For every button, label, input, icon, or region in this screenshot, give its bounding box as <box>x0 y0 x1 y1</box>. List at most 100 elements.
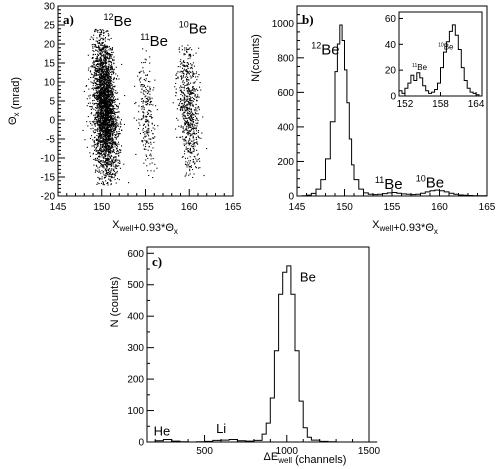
a-point <box>112 142 114 144</box>
a-point <box>111 139 113 141</box>
a-point <box>102 91 104 93</box>
a-point <box>102 74 104 76</box>
a-point <box>143 107 145 109</box>
a-point <box>198 158 200 160</box>
a-point <box>96 144 98 146</box>
a-point <box>180 126 182 128</box>
a-point <box>102 115 104 117</box>
a-point <box>100 148 102 150</box>
a-point <box>143 124 145 126</box>
c-x-tick-label: 500 <box>196 446 213 457</box>
a-point <box>108 73 110 75</box>
a-point <box>196 142 198 144</box>
a-point <box>102 161 104 163</box>
a-point <box>189 130 191 132</box>
a-point <box>108 111 110 113</box>
a-point <box>101 45 103 47</box>
a-point <box>98 114 100 116</box>
a-point <box>95 149 97 151</box>
a-point <box>189 110 191 112</box>
a-point <box>97 152 99 154</box>
a-point <box>192 100 194 102</box>
a-point <box>108 146 110 148</box>
a-point <box>102 130 104 132</box>
a-point <box>186 95 188 97</box>
a-point <box>106 165 108 167</box>
a-point <box>192 74 194 76</box>
a-point <box>114 129 116 131</box>
a-point <box>114 146 116 148</box>
a-point <box>182 95 184 97</box>
a-point <box>175 82 177 84</box>
a-point <box>102 105 104 107</box>
a-point <box>118 159 120 161</box>
a-point <box>143 94 145 96</box>
a-point <box>186 132 188 134</box>
a-point <box>97 144 99 146</box>
a-point <box>145 87 147 89</box>
a-point <box>106 99 108 101</box>
a-point <box>112 128 114 130</box>
a-point <box>100 119 102 121</box>
a-point <box>192 159 194 161</box>
a-point <box>114 92 116 94</box>
a-point <box>107 182 109 184</box>
a-point <box>107 151 109 153</box>
a-point <box>98 152 100 154</box>
a-point <box>112 109 114 111</box>
a-point <box>184 105 186 107</box>
b-x-tick-label: 155 <box>384 202 401 213</box>
a-point <box>109 112 111 114</box>
a-point <box>190 67 192 69</box>
a-point <box>186 70 188 72</box>
a-point <box>106 72 108 74</box>
a-point <box>117 105 119 107</box>
a-point <box>100 54 102 56</box>
a-point <box>192 121 194 123</box>
a-point <box>108 58 110 60</box>
a-point <box>182 92 184 94</box>
a-point <box>100 53 102 55</box>
a-point <box>115 137 117 139</box>
a-point <box>107 100 109 102</box>
a-point <box>116 122 118 124</box>
a-point <box>98 112 100 114</box>
a-point <box>100 160 102 162</box>
a-point <box>183 114 185 116</box>
a-point <box>96 183 98 185</box>
a-point <box>107 78 109 80</box>
a-point <box>185 70 187 72</box>
a-point <box>96 37 98 39</box>
a-point <box>107 103 109 105</box>
a-point <box>189 151 191 153</box>
a-point <box>95 99 97 101</box>
a-point <box>91 66 93 68</box>
a-point <box>191 124 193 126</box>
a-point <box>96 103 98 105</box>
a-point <box>113 170 115 172</box>
a-point <box>102 144 104 146</box>
a-point <box>104 156 106 158</box>
a-point <box>107 129 109 131</box>
a-point <box>104 145 106 147</box>
a-point <box>109 125 111 127</box>
a-point <box>184 47 186 49</box>
a-point <box>108 75 110 77</box>
a-point <box>101 176 103 178</box>
a-point <box>105 63 107 65</box>
a-point <box>105 55 107 57</box>
a-point <box>200 89 202 91</box>
a-point <box>108 134 110 136</box>
a-point <box>105 75 107 77</box>
a-point <box>184 116 186 118</box>
a-point <box>113 102 115 104</box>
a-point <box>99 161 101 163</box>
a-point <box>101 108 103 110</box>
a-point <box>147 133 149 135</box>
a-y-axis-label: Θx (mrad) <box>7 77 22 125</box>
a-point <box>100 165 102 167</box>
a-point <box>98 87 100 89</box>
a-point <box>142 141 144 143</box>
a-point <box>187 127 189 129</box>
a-point <box>105 113 107 115</box>
